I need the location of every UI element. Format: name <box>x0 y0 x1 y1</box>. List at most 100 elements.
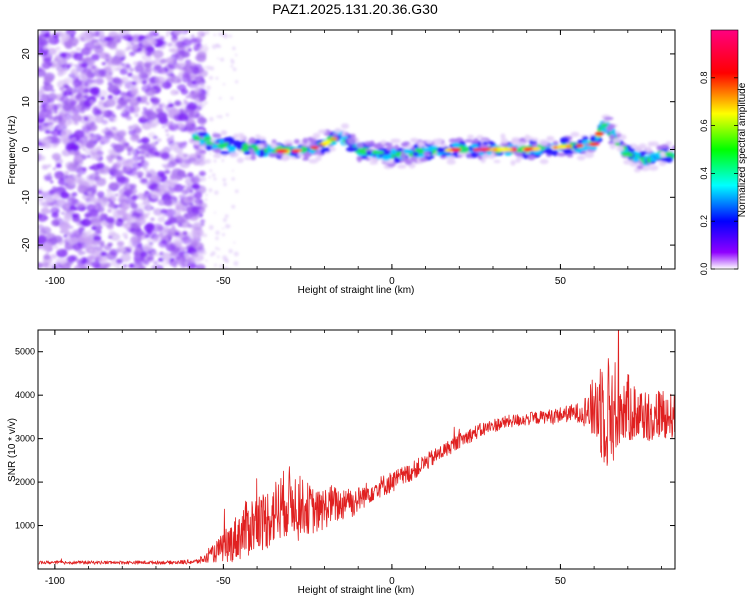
noise-blob <box>153 59 164 67</box>
noise-blob <box>47 47 57 56</box>
noise-fringe-blob <box>204 49 208 53</box>
noise-blob <box>57 199 66 206</box>
signal-blob <box>515 159 521 163</box>
noise-blob <box>108 182 119 190</box>
noise-blob <box>54 173 63 179</box>
noise-fringe-blob <box>209 253 214 257</box>
noise-blob <box>152 223 164 233</box>
noise-fringe-blob <box>221 158 225 162</box>
noise-blob <box>47 97 55 104</box>
signal-blob <box>361 148 367 155</box>
noise-blob <box>75 104 83 111</box>
noise-blob <box>188 118 194 123</box>
noise-blob <box>38 118 41 123</box>
noise-blob <box>187 172 194 178</box>
signal-blob <box>329 146 336 152</box>
noise-blob <box>66 255 77 263</box>
noise-blob <box>65 161 75 170</box>
noise-blob <box>39 187 43 190</box>
noise-blob <box>145 200 150 205</box>
signal-blob <box>293 139 300 144</box>
noise-blob <box>170 251 177 257</box>
noise-blob <box>183 99 187 102</box>
signal-blob <box>470 143 479 149</box>
noise-fringe-blob <box>200 103 205 108</box>
signal-blob <box>390 138 397 143</box>
noise-blob <box>134 113 139 117</box>
noise-fringe-blob <box>206 85 211 90</box>
noise-blob <box>147 147 158 155</box>
noise-blob <box>105 101 112 107</box>
noise-blob <box>168 157 180 166</box>
signal-blob <box>500 138 509 144</box>
noise-blob <box>74 64 78 67</box>
signal-blob <box>647 141 654 147</box>
noise-fringe-blob <box>217 248 221 251</box>
noise-blob <box>142 107 148 111</box>
noise-blob <box>141 84 151 93</box>
signal-blob <box>649 158 658 162</box>
noise-blob <box>85 142 94 149</box>
noise-fringe-blob <box>199 81 204 87</box>
noise-fringe-blob <box>213 33 217 37</box>
noise-blob <box>140 114 148 121</box>
noise-blob <box>76 85 85 92</box>
noise-blob <box>181 235 193 245</box>
noise-blob <box>193 160 200 166</box>
noise-blob <box>200 124 205 128</box>
noise-blob <box>38 66 43 72</box>
noise-blob <box>143 243 153 252</box>
noise-blob <box>45 103 55 111</box>
signal-blob <box>346 138 357 145</box>
noise-blob <box>81 231 91 239</box>
signal-peak-blob <box>556 144 569 149</box>
noise-blob <box>194 151 202 157</box>
noise-blob <box>92 60 96 64</box>
signal-blob <box>639 151 648 155</box>
signal-blob <box>419 157 428 162</box>
noise-blob <box>92 240 100 246</box>
signal-blob <box>515 156 524 161</box>
signal-blob <box>349 147 359 152</box>
signal-blob <box>452 142 460 149</box>
noise-blob <box>181 38 192 47</box>
signal-blob <box>377 147 388 152</box>
noise-blob <box>116 130 126 138</box>
noise-blob <box>161 260 169 267</box>
noise-blob <box>61 149 72 157</box>
noise-fringe-blob <box>199 45 204 51</box>
noise-blob <box>39 96 49 104</box>
signal-blob <box>233 141 243 148</box>
noise-blob <box>197 30 206 38</box>
noise-fringe-blob <box>231 169 234 172</box>
noise-fringe-blob <box>211 173 216 177</box>
noise-fringe-blob <box>234 189 239 194</box>
signal-blob <box>229 138 235 144</box>
signal-blob <box>302 152 312 158</box>
spectrogram-y-axis-label: Frequency (Hz) <box>7 116 18 185</box>
signal-blob <box>582 135 589 141</box>
signal-blob <box>253 145 259 152</box>
noise-fringe-blob <box>203 66 207 69</box>
noise-blob <box>172 237 184 246</box>
noise-fringe-blob <box>215 76 219 80</box>
noise-blob <box>119 68 128 75</box>
noise-blob <box>165 129 169 133</box>
noise-blob <box>49 189 56 195</box>
noise-blob <box>43 86 47 89</box>
noise-blob <box>78 258 84 262</box>
signal-blob <box>400 142 409 148</box>
noise-blob <box>118 187 131 197</box>
noise-blob <box>115 193 119 197</box>
signal-blob <box>570 131 580 138</box>
noise-blob <box>99 265 107 269</box>
signal-blob <box>623 159 632 165</box>
noise-blob <box>51 129 61 137</box>
noise-blob <box>43 254 51 260</box>
noise-blob <box>174 231 180 236</box>
noise-blob <box>157 216 166 223</box>
noise-blob <box>125 115 133 121</box>
noise-blob <box>106 154 114 161</box>
noise-fringe-blob <box>205 89 210 94</box>
noise-blob <box>135 96 142 101</box>
